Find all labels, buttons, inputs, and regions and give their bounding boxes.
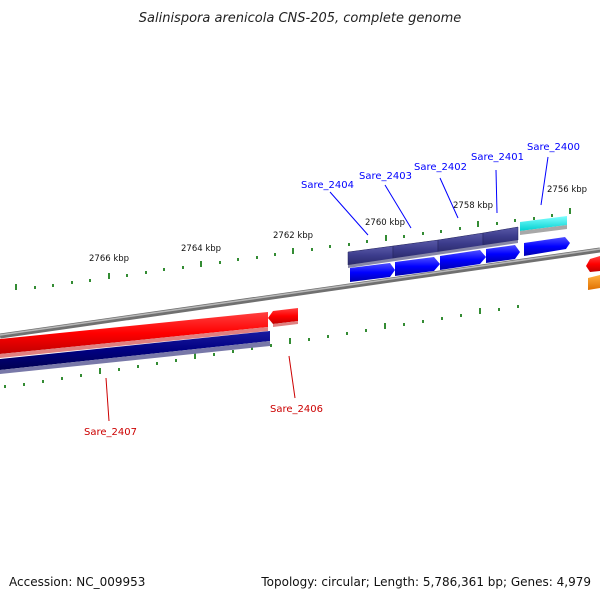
gene-arrow-sare-2404[interactable]	[350, 263, 395, 282]
gene-label-sare-2403[interactable]: Sare_2403	[359, 171, 412, 182]
gene-arrow-sare-2402[interactable]	[440, 250, 486, 270]
callout-lines	[329, 156, 549, 236]
forward-gene-track	[350, 237, 570, 282]
gene-arrow-sare-2400[interactable]	[524, 237, 570, 256]
reverse-cds-track	[0, 331, 270, 374]
gene-bar-sare-2407[interactable]	[0, 312, 268, 354]
gene-arrow-sare-2403[interactable]	[395, 257, 440, 276]
gene-arrow-sare-2406[interactable]	[268, 308, 298, 324]
kbp-label-2758: 2758 kbp	[453, 201, 493, 211]
gene-label-sare-2402[interactable]: Sare_2402	[414, 162, 467, 173]
partial-orange-feature-right[interactable]	[588, 275, 600, 290]
kbp-label-2766: 2766 kbp	[89, 254, 129, 264]
genome-backbone	[0, 247, 600, 339]
gene-label-sare-2404[interactable]: Sare_2404	[301, 180, 354, 191]
forward-cds-track	[347, 226, 519, 268]
kbp-label-2760: 2760 kbp	[365, 218, 405, 228]
partial-reverse-gene-right[interactable]	[586, 256, 600, 272]
gene-label-sare-2406[interactable]: Sare_2406	[270, 404, 323, 415]
gene-arrow-sare-2401[interactable]	[486, 245, 520, 263]
gene-label-sare-2407[interactable]: Sare_2407	[84, 427, 137, 438]
rna-block[interactable]	[520, 216, 567, 231]
gene-label-sare-2400[interactable]: Sare_2400	[527, 142, 580, 153]
inner-tick-row	[4, 305, 519, 388]
callout-lines-reverse	[105, 355, 296, 422]
kbp-label-2762: 2762 kbp	[273, 231, 313, 241]
gene-label-sare-2401[interactable]: Sare_2401	[471, 152, 524, 163]
map-title: Salinispora arenicola CNS-205, complete …	[139, 11, 461, 26]
reverse-gene-track	[0, 308, 298, 358]
outer-tick-row	[15, 208, 571, 290]
accession-text: Accession: NC_009953	[9, 575, 145, 589]
kbp-label-2764: 2764 kbp	[181, 244, 221, 254]
rna-feature-track	[520, 216, 567, 235]
genome-summary-text: Topology: circular; Length: 5,786,361 bp…	[260, 575, 591, 589]
kbp-label-2756: 2756 kbp	[547, 185, 587, 195]
cds-bar-sare-2407[interactable]	[0, 331, 270, 370]
